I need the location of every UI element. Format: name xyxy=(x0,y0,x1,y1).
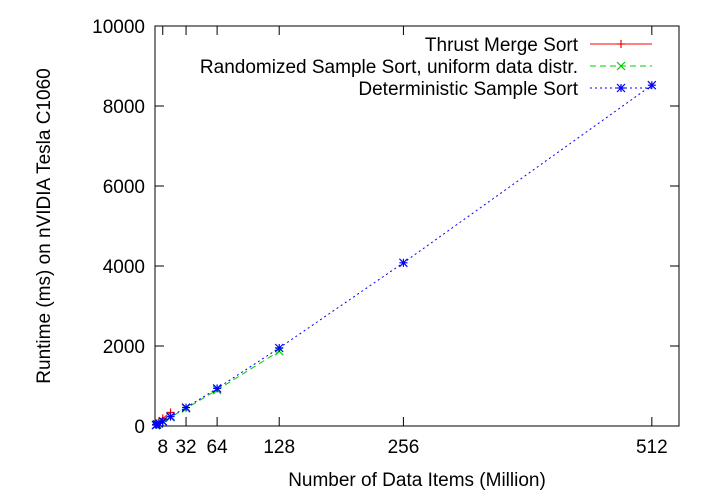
data-point xyxy=(212,383,222,393)
x-tick-label: 512 xyxy=(636,437,668,458)
data-point xyxy=(274,343,284,353)
plot-border xyxy=(154,25,680,427)
data-point xyxy=(166,412,175,422)
data-point xyxy=(398,258,408,268)
data-point xyxy=(616,61,626,71)
y-tick-label: 4000 xyxy=(103,257,145,278)
legend-item: Deterministic Sample Sort xyxy=(358,79,652,100)
y-axis-label: Runtime (ms) on nVIDIA Tesla C1060 xyxy=(34,68,55,383)
data-point xyxy=(158,416,168,426)
data-point xyxy=(181,403,191,413)
series-line xyxy=(155,84,653,426)
x-tick-label: 8 xyxy=(157,437,168,458)
series-3 xyxy=(151,80,657,430)
x-tick-label: 64 xyxy=(207,437,229,458)
y-tick-label: 8000 xyxy=(103,97,145,118)
y-tick-label: 10000 xyxy=(92,17,145,38)
series-group xyxy=(151,80,657,430)
y-tick-label: 6000 xyxy=(103,177,145,198)
x-axis-label: Number of Data Items (Million) xyxy=(288,470,546,491)
plot-frame xyxy=(154,25,680,427)
legend-label: Randomized Sample Sort, uniform data dis… xyxy=(200,57,578,78)
x-tick-label: 256 xyxy=(388,437,420,458)
legend-item: Randomized Sample Sort, uniform data dis… xyxy=(200,57,652,78)
x-tick-label: 32 xyxy=(175,437,196,458)
legend-item: Thrust Merge Sort xyxy=(425,35,652,56)
legend-label: Thrust Merge Sort xyxy=(425,35,579,56)
data-point xyxy=(617,40,625,48)
y-tick-label: 0 xyxy=(134,417,145,438)
data-point xyxy=(616,83,626,93)
legend-label: Deterministic Sample Sort xyxy=(358,79,578,100)
x-tick-label: 128 xyxy=(263,437,295,458)
y-tick-label: 2000 xyxy=(103,337,145,358)
